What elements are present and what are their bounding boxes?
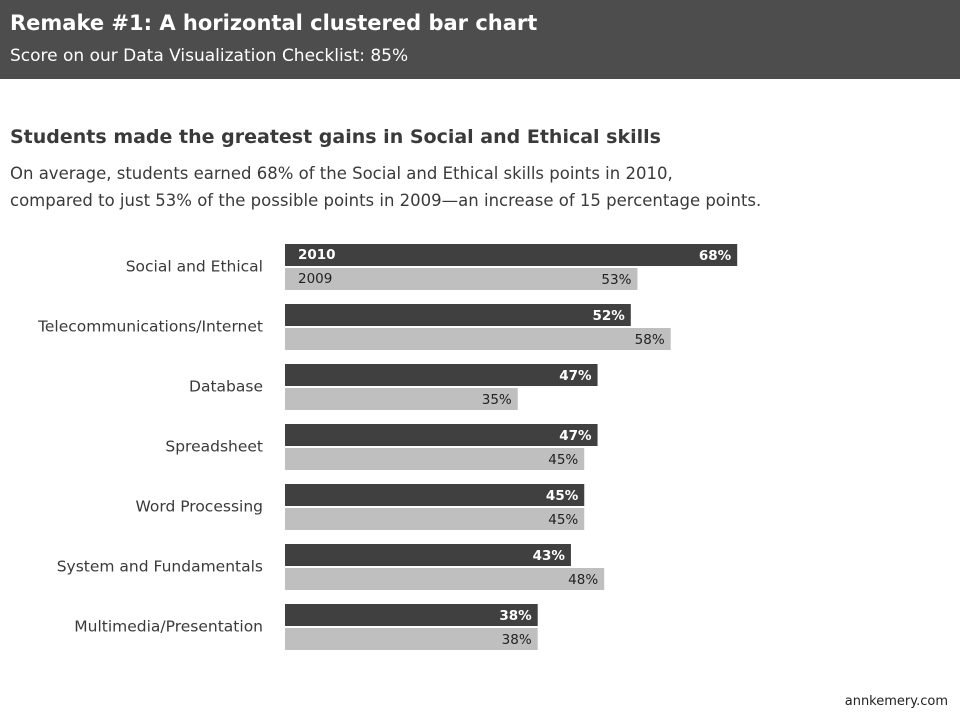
chart-subtitle-line-2: compared to just 53% of the possible poi… bbox=[10, 191, 762, 210]
bar-2010 bbox=[285, 364, 598, 386]
bar-2009 bbox=[285, 268, 638, 290]
data-label-2009: 48% bbox=[568, 572, 598, 588]
category-label: Word Processing bbox=[135, 498, 263, 516]
chart-title: Students made the greatest gains in Soci… bbox=[10, 126, 661, 148]
category-label: Multimedia/Presentation bbox=[74, 618, 263, 636]
bar-2010 bbox=[285, 244, 738, 266]
legend-label-2009: 2009 bbox=[298, 271, 332, 287]
data-label-2009: 45% bbox=[548, 452, 578, 468]
data-label-2010: 52% bbox=[592, 308, 625, 324]
clustered-bar-chart: Social and Ethical 68% 2010 53% 2009 Telecomm… bbox=[37, 244, 738, 650]
data-label-2009: 58% bbox=[635, 332, 665, 348]
data-label-2010: 45% bbox=[546, 488, 579, 504]
legend-label-2010: 2010 bbox=[298, 247, 336, 263]
bar-2010 bbox=[285, 604, 538, 626]
data-label-2010: 68% bbox=[699, 248, 732, 264]
data-label-2009: 53% bbox=[601, 272, 631, 288]
data-label-2010: 43% bbox=[533, 548, 566, 564]
bar-2009 bbox=[285, 628, 538, 650]
bar-2009 bbox=[285, 388, 518, 410]
bar-2010 bbox=[285, 484, 585, 506]
slide-title: Remake #1: A horizontal clustered bar ch… bbox=[10, 11, 538, 35]
data-label-2010: 47% bbox=[559, 368, 592, 384]
data-label-2009: 35% bbox=[482, 392, 512, 408]
category-label: System and Fundamentals bbox=[57, 558, 263, 576]
chart-subtitle-line-1: On average, students earned 68% of the S… bbox=[10, 164, 673, 183]
category-label: Database bbox=[189, 378, 263, 396]
slide-header: Remake #1: A horizontal clustered bar ch… bbox=[0, 0, 960, 79]
data-label-2010: 38% bbox=[499, 608, 532, 624]
category-label: Telecommunications/Internet bbox=[37, 318, 263, 336]
data-label-2010: 47% bbox=[559, 428, 592, 444]
data-label-2009: 38% bbox=[502, 632, 532, 648]
chart-subtitle: On average, students earned 68% of the S… bbox=[10, 160, 950, 214]
category-label: Social and Ethical bbox=[126, 258, 263, 276]
source-credit: annkemery.com bbox=[844, 694, 948, 709]
bar-2009 bbox=[285, 508, 585, 530]
category-label: Spreadsheet bbox=[165, 438, 263, 456]
bar-2009 bbox=[285, 568, 605, 590]
bar-2010 bbox=[285, 424, 598, 446]
bar-2009 bbox=[285, 448, 585, 470]
bar-2010 bbox=[285, 304, 631, 326]
data-label-2009: 45% bbox=[548, 512, 578, 528]
slide-subtitle: Score on our Data Visualization Checklis… bbox=[10, 46, 409, 66]
bar-2009 bbox=[285, 328, 671, 350]
bar-2010 bbox=[285, 544, 571, 566]
